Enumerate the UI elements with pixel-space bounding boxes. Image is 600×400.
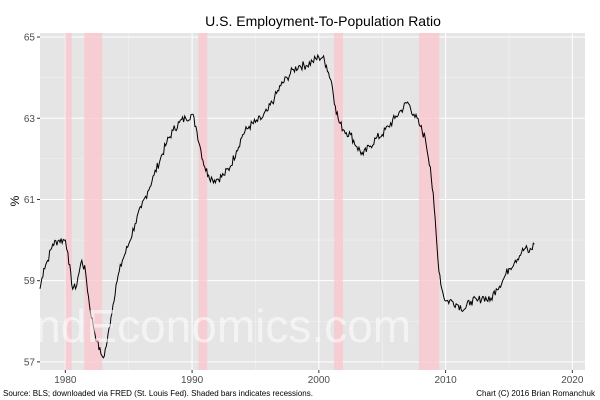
recession-bar <box>65 33 72 370</box>
y-tick-label: 57 <box>24 357 36 368</box>
y-tick-label: 65 <box>24 33 36 44</box>
series-group <box>39 53 535 359</box>
credit-note: Chart (C) 2016 Brian Romanchuk <box>476 389 596 398</box>
y-tick-label: 61 <box>24 195 36 206</box>
x-tick-label: 2020 <box>561 375 584 386</box>
chart-title: U.S. Employment-To-Population Ratio <box>205 13 441 29</box>
x-tick-label: 2000 <box>308 375 331 386</box>
series-line <box>39 53 535 359</box>
recession-bars <box>65 33 440 370</box>
x-tick-label: 1980 <box>54 375 77 386</box>
x-tick-label: 1990 <box>181 375 204 386</box>
recession-bar <box>418 33 440 370</box>
y-tick-label: 59 <box>24 276 36 287</box>
y-tick-label: 63 <box>24 114 36 125</box>
recession-bar <box>84 33 103 370</box>
recession-bar <box>334 33 343 370</box>
source-note: Source: BLS; downloaded via FRED (St. Lo… <box>3 389 313 398</box>
y-axis: 57 59 61 63 65 <box>24 33 40 368</box>
x-axis: 1980 1990 2000 2010 2020 <box>54 370 584 386</box>
x-tick-label: 2010 <box>434 375 457 386</box>
watermark: BondEconomics.com <box>0 300 411 352</box>
plot-panel <box>40 33 585 370</box>
y-axis-label: % <box>8 195 22 206</box>
recession-bar <box>198 33 208 370</box>
